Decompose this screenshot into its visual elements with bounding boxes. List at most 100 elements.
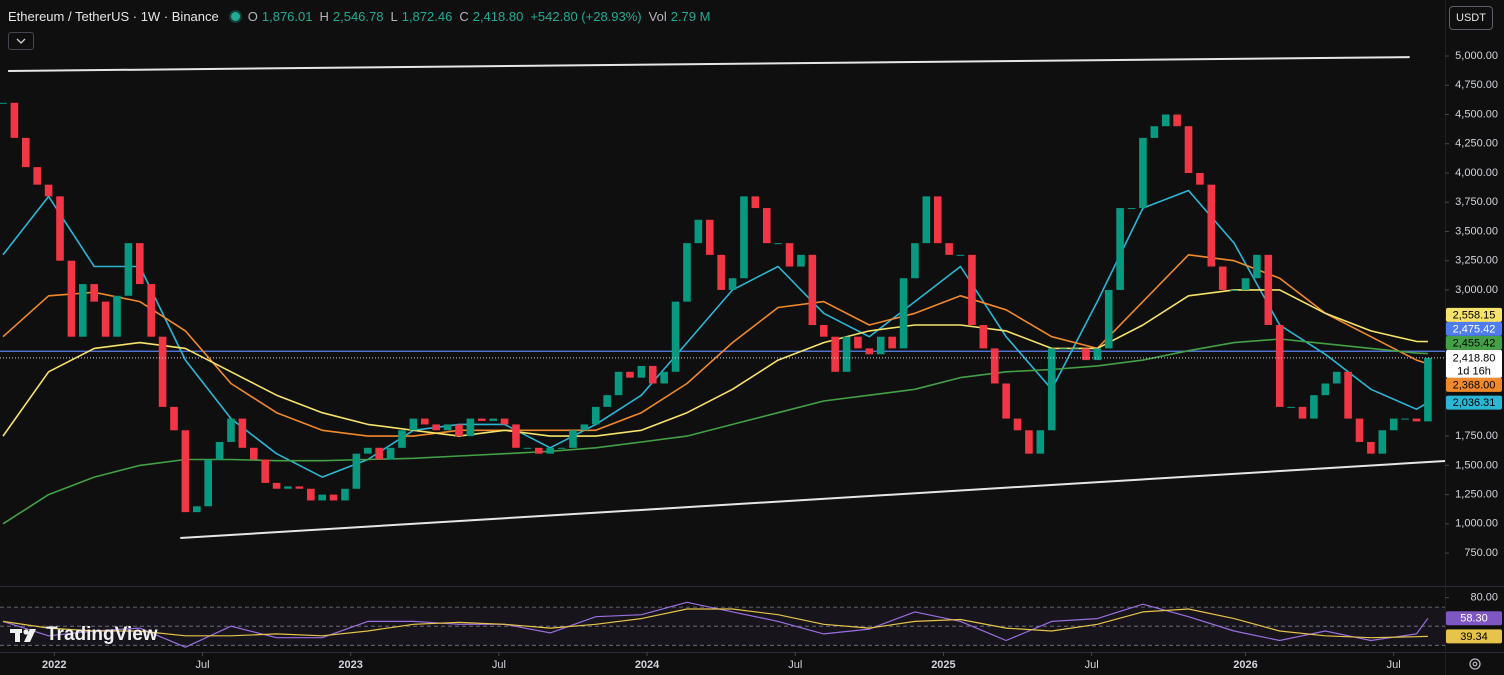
candle	[432, 424, 440, 431]
candle	[762, 208, 771, 244]
candle	[1161, 114, 1170, 127]
candle	[249, 447, 258, 460]
y-tick-label: 4,000.00	[1455, 167, 1498, 179]
y-tick-label: 1,250.00	[1455, 489, 1498, 501]
candle	[341, 488, 349, 501]
candle	[443, 424, 452, 431]
candle	[113, 295, 121, 337]
candle	[261, 459, 269, 483]
candle	[797, 254, 805, 267]
candle	[911, 243, 919, 279]
x-tick-label: 2023	[338, 659, 362, 671]
candle	[1173, 114, 1181, 127]
candle	[1002, 383, 1010, 419]
candle	[717, 254, 725, 290]
candle	[1389, 418, 1398, 431]
candle	[1275, 325, 1284, 407]
price-tag	[1446, 395, 1502, 410]
candle	[1344, 371, 1352, 419]
rsi-tag	[1446, 611, 1502, 626]
rsi-line	[2, 608, 1428, 639]
y-tick-label: 4,500.00	[1455, 108, 1498, 120]
candle	[660, 371, 668, 384]
candle	[1412, 418, 1421, 422]
ohlc-value: 2,546.78	[332, 9, 384, 24]
candle	[1196, 172, 1204, 185]
candle	[489, 418, 497, 421]
y-tick-label: 5,000.00	[1455, 50, 1498, 62]
currency-button[interactable]: USDT	[1449, 6, 1493, 30]
collapse-button[interactable]	[8, 32, 34, 50]
candle	[329, 494, 338, 501]
x-tick-label: 2022	[42, 659, 66, 671]
candle	[922, 196, 931, 244]
candle	[56, 196, 64, 261]
candle	[569, 430, 577, 448]
y-tick-label: 1,750.00	[1455, 430, 1498, 442]
candle	[204, 459, 212, 507]
candle	[1332, 371, 1341, 384]
rsi-tag	[1446, 629, 1502, 644]
candle	[21, 137, 30, 168]
candle	[534, 447, 543, 454]
ohlc-key: O	[247, 9, 258, 24]
price-tag	[1446, 321, 1502, 336]
price-tag-label: 2,558.15	[1453, 309, 1496, 321]
x-tick-label: Jul	[788, 659, 802, 671]
candle	[363, 447, 372, 454]
candle	[1150, 126, 1159, 138]
ohlc-key: H	[319, 9, 329, 24]
candle	[728, 278, 737, 290]
candle	[968, 254, 976, 326]
candle	[694, 219, 703, 244]
price-tag-label: 2,368.00	[1453, 379, 1496, 391]
candle	[557, 447, 566, 449]
ohlc-value: 2,418.80	[472, 9, 524, 24]
candle	[181, 430, 190, 513]
candle	[1070, 348, 1079, 350]
candle	[1230, 289, 1238, 291]
x-tick-label: Jul	[492, 659, 506, 671]
candle	[808, 254, 817, 326]
candle	[785, 243, 794, 267]
candle	[1036, 430, 1045, 454]
candle	[1424, 357, 1432, 422]
candle	[683, 243, 691, 302]
candle	[990, 348, 999, 384]
settings-button[interactable]	[1469, 658, 1481, 670]
price-tag-label: 2,455.42	[1453, 337, 1496, 349]
candle	[1184, 126, 1193, 173]
candle	[637, 365, 646, 378]
volume-key: Vol	[648, 9, 667, 24]
candle	[1104, 289, 1113, 349]
price-tag-countdown: 1d 16h	[1457, 365, 1491, 377]
x-tick-label: 2024	[635, 659, 660, 671]
candle	[295, 486, 304, 489]
candle	[192, 506, 201, 513]
candle	[455, 424, 463, 437]
trend-line	[180, 460, 1446, 539]
candle	[876, 336, 885, 355]
candle	[1287, 406, 1295, 408]
candle	[899, 278, 908, 349]
candle	[215, 441, 224, 460]
price-tag	[1446, 349, 1502, 378]
x-tick-label: 2025	[931, 659, 955, 671]
candle	[1207, 184, 1216, 267]
candle	[1355, 418, 1364, 442]
candle	[614, 371, 623, 396]
y-tick-label: 3,000.00	[1455, 284, 1498, 296]
candle	[1093, 348, 1102, 361]
candle	[147, 284, 155, 337]
candle	[1321, 383, 1330, 396]
x-tick-label: 2026	[1233, 659, 1257, 671]
candle	[135, 243, 144, 285]
candle	[67, 260, 76, 337]
candle	[1401, 418, 1409, 420]
candle	[466, 418, 475, 437]
ohlc-key: L	[390, 9, 398, 24]
candle	[740, 196, 748, 279]
candle	[580, 424, 589, 431]
ohlc-value: 1,876.01	[261, 9, 313, 24]
